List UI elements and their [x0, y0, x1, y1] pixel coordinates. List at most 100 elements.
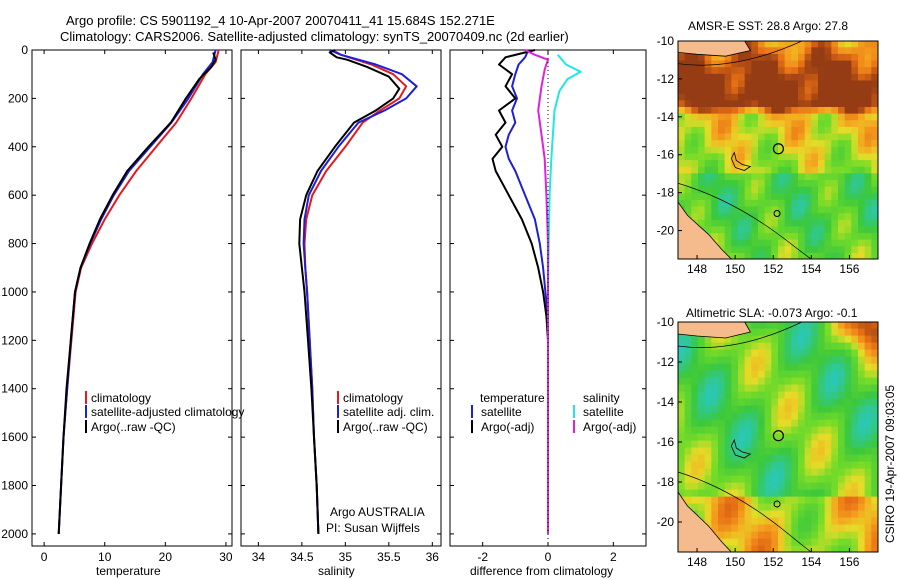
map-cell	[704, 86, 712, 94]
map-cell	[744, 433, 752, 441]
x-tick-label: 20	[159, 550, 173, 564]
map-cell	[691, 468, 699, 476]
map-cell	[731, 99, 739, 107]
map-cell	[718, 66, 726, 74]
map-cell	[778, 239, 786, 247]
map-cell	[811, 252, 819, 259]
map-cell	[684, 93, 692, 101]
map-cell	[831, 252, 839, 259]
map-cell	[718, 398, 726, 406]
map-cell	[858, 322, 866, 329]
map-cell	[711, 482, 719, 490]
map-cell	[798, 79, 806, 88]
map-cell	[724, 205, 732, 214]
map-cell	[778, 66, 786, 74]
map-cell	[791, 398, 799, 406]
map-cell	[731, 53, 739, 61]
map-cell	[798, 468, 806, 476]
map-cell	[811, 99, 819, 107]
map-cell	[718, 517, 726, 525]
map-cell	[844, 475, 852, 483]
map-cell	[818, 139, 826, 147]
map-cell	[738, 440, 746, 448]
map-cell	[758, 212, 766, 220]
map-cell	[844, 342, 852, 350]
map-cell	[844, 59, 852, 68]
map-cell	[724, 245, 732, 253]
map-cell	[678, 119, 686, 127]
map-cell	[838, 212, 846, 220]
map-cell	[751, 93, 759, 101]
map-cell	[858, 545, 866, 552]
map-x-tick-label: 152	[763, 555, 783, 569]
map-cell	[831, 433, 839, 441]
map-cell	[704, 384, 712, 392]
map-cell	[711, 179, 719, 187]
map-cell	[724, 139, 732, 147]
map-cell	[818, 225, 826, 234]
map-cell	[858, 454, 866, 462]
legend-label-temp-satellite: satellite	[481, 405, 522, 419]
map-cell	[818, 86, 826, 94]
map-cell	[771, 531, 779, 539]
map-cell	[864, 53, 872, 61]
map-cell	[678, 419, 686, 427]
map-cell	[804, 384, 812, 392]
map-cell	[778, 335, 786, 343]
map-cell	[811, 86, 819, 94]
map-cell	[844, 113, 852, 121]
map-cell	[771, 199, 779, 207]
map-cell	[824, 322, 832, 329]
map-cell	[718, 73, 726, 81]
map-cell	[678, 199, 686, 207]
map-cell	[851, 496, 859, 504]
map-cell	[798, 433, 806, 441]
map-cell	[878, 239, 885, 246]
map-cell	[864, 113, 872, 121]
map-cell	[718, 468, 726, 476]
map-cell	[791, 496, 799, 504]
map-cell	[758, 41, 766, 48]
map-cell	[791, 419, 799, 427]
map-cell	[858, 159, 866, 167]
map-cell	[871, 545, 878, 552]
map-cell	[751, 524, 759, 532]
map-cell	[704, 146, 712, 154]
map-cell	[798, 475, 806, 483]
map-cell	[824, 503, 832, 511]
map-cell	[778, 232, 786, 240]
map-cell	[751, 517, 759, 525]
map-cell	[751, 139, 759, 147]
map-cell	[698, 496, 706, 504]
map-cell	[831, 335, 839, 343]
map-cell	[871, 205, 878, 214]
map-cell	[844, 252, 852, 259]
map-cell	[718, 179, 726, 187]
map-cell	[718, 384, 726, 392]
map-cell	[738, 363, 746, 371]
map-cell	[858, 538, 866, 546]
map-cell	[818, 46, 826, 54]
map-cell	[811, 106, 819, 114]
map-cell	[878, 246, 885, 253]
map-cell	[811, 159, 819, 167]
map-cell	[731, 447, 739, 455]
map-cell	[691, 166, 699, 174]
map-cell	[764, 66, 772, 74]
map-cell	[778, 440, 786, 448]
map-cell	[824, 412, 832, 420]
map-cell	[871, 46, 878, 54]
map-cell	[684, 335, 692, 343]
map-cell	[824, 384, 832, 392]
map-cell	[858, 517, 866, 525]
map-cell	[731, 398, 739, 406]
map-cell	[878, 356, 885, 364]
map-cell	[698, 335, 706, 343]
map-cell	[858, 179, 866, 187]
map-cell	[871, 199, 878, 207]
map-cell	[824, 405, 832, 413]
map-x-tick-label: 154	[801, 555, 821, 569]
map-cell	[811, 440, 819, 448]
sla-map-field	[678, 322, 885, 552]
map-cell	[724, 517, 732, 525]
